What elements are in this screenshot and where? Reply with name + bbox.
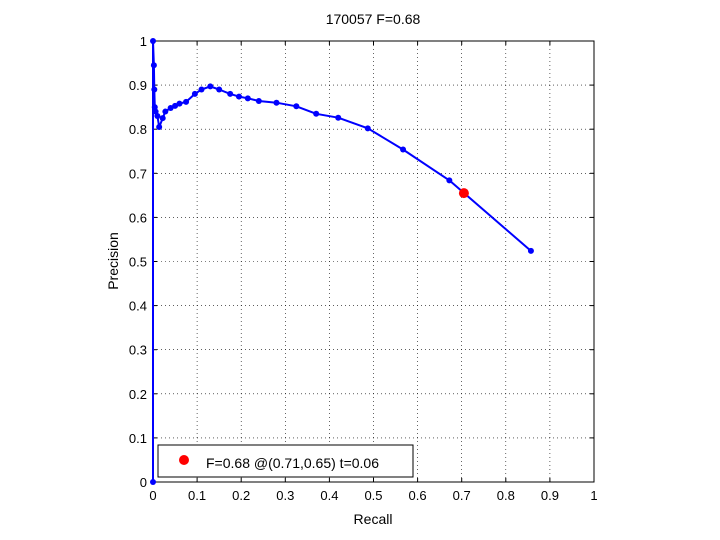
data-point <box>176 100 183 107</box>
data-point <box>227 90 234 97</box>
x-axis-ticks: 0 0.1 0.2 0.3 0.4 0.5 0.6 0.7 0.8 0.9 1 <box>149 41 598 503</box>
data-point <box>244 95 251 102</box>
y-tick-label: 0.2 <box>129 387 147 402</box>
y-tick-label: 0 <box>140 475 147 490</box>
y-tick-label: 0.6 <box>129 210 147 225</box>
data-point <box>313 110 320 117</box>
data-point <box>156 123 163 130</box>
data-point <box>527 247 534 254</box>
data-point <box>150 479 156 485</box>
series-layer <box>150 38 534 485</box>
x-tick-label: 0.7 <box>453 488 471 503</box>
x-tick-label: 0.8 <box>497 488 515 503</box>
best-f-point <box>458 188 469 199</box>
data-point <box>216 86 223 93</box>
y-axis-label: Precision <box>105 232 121 290</box>
data-point <box>235 93 242 100</box>
data-point <box>198 86 205 93</box>
data-point <box>154 112 161 119</box>
y-tick-label: 0.8 <box>129 122 147 137</box>
y-tick-label: 0.7 <box>129 166 147 181</box>
legend-label: F=0.68 @(0.71,0.65) t=0.06 <box>206 455 379 471</box>
y-axis-ticks: 0 0.1 0.2 0.3 0.4 0.5 0.6 0.7 0.8 0.9 1 <box>129 34 594 490</box>
data-point <box>273 99 280 106</box>
data-point <box>150 38 156 44</box>
data-point <box>151 86 158 93</box>
y-tick-label: 0.9 <box>129 78 147 93</box>
legend: F=0.68 @(0.71,0.65) t=0.06 <box>157 444 414 478</box>
x-tick-label: 1 <box>590 488 597 503</box>
data-point <box>150 62 157 69</box>
y-tick-label: 1 <box>140 34 147 49</box>
data-point <box>293 103 300 110</box>
data-point <box>400 146 407 153</box>
x-tick-label: 0 <box>149 488 156 503</box>
x-tick-label: 0.2 <box>232 488 250 503</box>
y-tick-label: 0.5 <box>129 255 147 270</box>
data-point <box>255 97 262 104</box>
x-tick-label: 0.4 <box>320 488 338 503</box>
y-tick-label: 0.1 <box>129 431 147 446</box>
x-tick-label: 0.3 <box>276 488 294 503</box>
data-point <box>162 108 169 115</box>
y-tick-label: 0.3 <box>129 343 147 358</box>
grid-lines <box>153 41 594 482</box>
x-tick-label: 0.6 <box>409 488 427 503</box>
chart-title: 170057 F=0.68 <box>326 11 421 27</box>
x-tick-label: 0.5 <box>364 488 382 503</box>
data-point <box>446 177 453 184</box>
highlight-layer <box>458 188 469 199</box>
data-point <box>191 90 198 97</box>
legend-box <box>157 444 414 478</box>
data-point <box>159 115 166 122</box>
legend-marker <box>179 455 189 465</box>
x-axis-label: Recall <box>354 511 393 527</box>
data-point <box>335 114 342 121</box>
y-tick-label: 0.4 <box>129 299 147 314</box>
data-point <box>183 98 190 105</box>
data-point <box>364 125 371 132</box>
x-tick-label: 0.1 <box>188 488 206 503</box>
data-point <box>207 83 214 90</box>
x-tick-label: 0.9 <box>541 488 559 503</box>
